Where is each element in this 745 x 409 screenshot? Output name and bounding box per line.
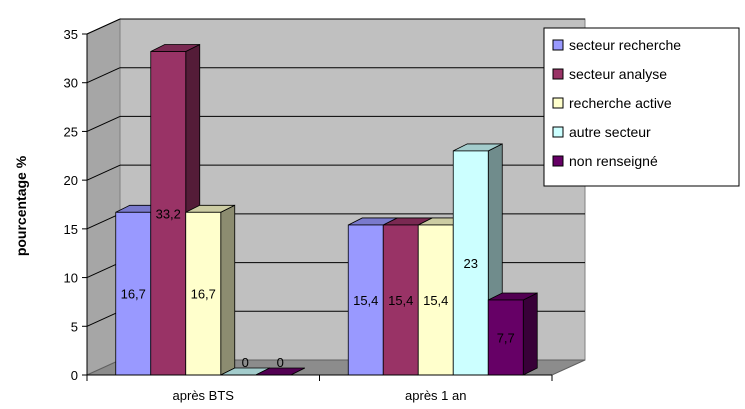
legend-box [543,27,740,187]
x-tick-label: après 1 an [405,388,466,403]
bars: 16,7 33,2 16,7 0 0 15,4 15,4 15,4 23 7,7 [115,43,538,376]
y-tick-label: 5 [71,319,78,334]
y-tick-label: 0 [71,368,78,383]
gridline [86,115,121,132]
legend-swatch [552,155,564,167]
data-label: 7,7 [497,330,515,345]
bar-side-face [522,292,538,376]
data-label: 15,4 [388,293,413,308]
bar [487,292,538,376]
legend-label: autre secteur [569,124,651,140]
data-label: 16,7 [191,287,216,302]
bar-front-face [150,51,187,376]
gridline [86,310,121,327]
legend-swatch [552,97,564,109]
legend-swatch [552,39,564,51]
bar-front-face [487,299,524,376]
gridline [86,18,121,35]
x-tick-label: après BTS [173,388,235,403]
y-tick-label: 25 [64,124,78,139]
y-tick-label: 30 [64,76,78,91]
legend-label: non renseigné [569,153,658,169]
legend-label: recherche active [569,95,672,111]
gridline [86,213,121,230]
x-axis: après BTS après 1 an [86,374,553,403]
y-tick-label: 35 [64,27,78,42]
legend-label: secteur analyse [569,66,667,82]
data-label: 0 [277,355,284,370]
bar-front-face [417,224,454,376]
y-tick-label: 20 [64,173,78,188]
bar-front-face [185,211,222,376]
bar-front-face [452,150,489,376]
data-label: 15,4 [353,293,378,308]
data-label: 0 [242,355,249,370]
gridline [86,67,121,84]
bar [255,367,305,376]
legend-swatch [552,126,564,138]
data-label: 16,7 [121,287,146,302]
y-axis-label: pourcentage % [13,155,29,256]
bar [452,143,503,376]
y-axis: 0 5 10 15 20 25 30 35 [64,27,88,383]
bar [185,204,236,376]
chart-side-wall [86,18,121,376]
y-tick-label: 15 [64,222,78,237]
data-label: 33,2 [156,206,181,221]
legend: secteur recherche secteur analyse recherch… [543,27,740,187]
y-tick-label: 10 [64,271,78,286]
bar-front-face [382,224,419,376]
gridline [86,262,121,279]
bar-side-face [220,204,236,376]
gridline [86,164,121,181]
legend-swatch [552,68,564,80]
legend-label: secteur recherche [569,37,681,53]
data-label: 15,4 [423,293,448,308]
data-label: 23 [464,256,478,271]
